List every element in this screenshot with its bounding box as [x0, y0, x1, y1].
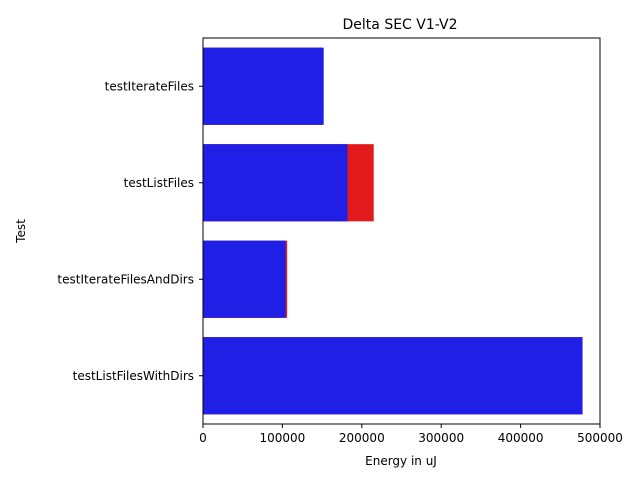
bar-series2-testIterateFilesAndDirs [203, 240, 286, 318]
x-tick-label: 300000 [418, 431, 464, 445]
x-axis-ticks: 0 100000 200000 300000 400000 500000 [199, 424, 623, 445]
y-axis-ticks: testIterateFiles testListFiles testIterate… [57, 79, 203, 383]
x-tick-label: 500000 [577, 431, 623, 445]
y-tick-label: testListFilesWithDirs [73, 369, 194, 383]
x-tick-label: 100000 [259, 431, 305, 445]
y-tick-label: testIterateFiles [105, 79, 194, 93]
bar-series2-testListFiles [203, 144, 348, 222]
y-tick-label: testListFiles [124, 176, 194, 190]
x-axis-label: Energy in uJ [365, 454, 437, 468]
bar-series2-testListFilesWithDirs [203, 337, 583, 415]
x-tick-label: 400000 [498, 431, 544, 445]
bar-series2-testIterateFiles [203, 47, 324, 125]
x-tick-label: 0 [199, 431, 207, 445]
plot-area-frame [202, 37, 601, 425]
y-axis-label: Test [14, 219, 28, 244]
y-tick-label: testIterateFilesAndDirs [57, 272, 194, 286]
chart-title: Delta SEC V1-V2 [343, 17, 458, 33]
x-tick-label: 200000 [339, 431, 385, 445]
bars-layer [203, 47, 583, 415]
